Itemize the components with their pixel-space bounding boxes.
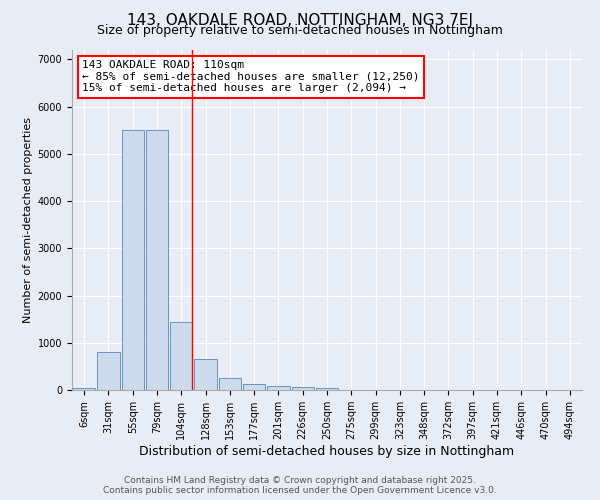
Text: Contains HM Land Registry data © Crown copyright and database right 2025.
Contai: Contains HM Land Registry data © Crown c…	[103, 476, 497, 495]
Bar	[194, 360, 217, 390]
Bar	[316, 388, 338, 390]
Bar	[218, 378, 241, 390]
Bar	[292, 388, 314, 390]
Text: 143 OAKDALE ROAD: 110sqm
← 85% of semi-detached houses are smaller (12,250)
15% : 143 OAKDALE ROAD: 110sqm ← 85% of semi-d…	[82, 60, 420, 94]
Text: Size of property relative to semi-detached houses in Nottingham: Size of property relative to semi-detach…	[97, 24, 503, 37]
Bar	[146, 130, 168, 390]
Text: 143, OAKDALE ROAD, NOTTINGHAM, NG3 7EJ: 143, OAKDALE ROAD, NOTTINGHAM, NG3 7EJ	[127, 12, 473, 28]
Bar	[267, 386, 290, 390]
X-axis label: Distribution of semi-detached houses by size in Nottingham: Distribution of semi-detached houses by …	[139, 445, 515, 458]
Y-axis label: Number of semi-detached properties: Number of semi-detached properties	[23, 117, 34, 323]
Bar	[122, 130, 144, 390]
Bar	[243, 384, 265, 390]
Bar	[97, 352, 119, 390]
Bar	[170, 322, 193, 390]
Bar	[73, 388, 95, 390]
